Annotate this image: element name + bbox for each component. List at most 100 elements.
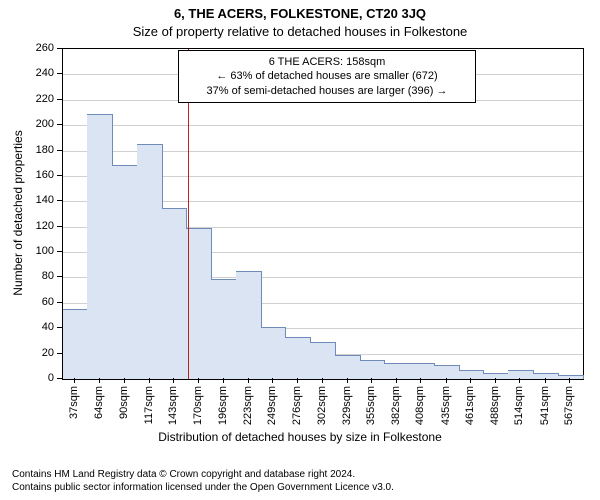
x-tick-mark: [569, 378, 570, 383]
x-tick-mark: [99, 378, 100, 383]
x-tick-label: 64sqm: [93, 386, 105, 426]
histogram-bar: [533, 373, 559, 379]
x-tick-mark: [322, 378, 323, 383]
x-tick-mark: [248, 378, 249, 383]
histogram-bar: [409, 363, 434, 379]
x-tick-mark: [371, 378, 372, 383]
y-tick-mark: [57, 99, 62, 100]
x-tick-label: 541sqm: [539, 386, 551, 426]
x-tick-mark: [74, 378, 75, 383]
x-tick-label: 117sqm: [143, 386, 155, 426]
y-axis-label: Number of detached properties: [11, 130, 25, 295]
y-tick-label: 120: [36, 220, 54, 232]
x-tick-label: 302sqm: [316, 386, 328, 426]
y-tick-label: 160: [36, 169, 54, 181]
x-tick-mark: [297, 378, 298, 383]
y-tick-label: 140: [36, 194, 54, 206]
x-tick-mark: [420, 378, 421, 383]
y-tick-label: 40: [42, 321, 54, 333]
histogram-bar: [310, 342, 335, 379]
x-tick-label: 567sqm: [563, 386, 575, 426]
x-tick-label: 170sqm: [192, 386, 204, 426]
y-tick-mark: [57, 48, 62, 49]
gridline: [63, 125, 583, 126]
x-tick-label: 355sqm: [365, 386, 377, 426]
footer-line-1: Contains HM Land Registry data © Crown c…: [12, 469, 588, 482]
x-tick-label: 329sqm: [341, 386, 353, 426]
property-callout: 6 THE ACERS: 158sqm ← 63% of detached ho…: [178, 50, 476, 103]
x-axis-label: Distribution of detached houses by size …: [0, 430, 600, 444]
histogram-bar: [87, 114, 113, 379]
y-tick-label: 20: [42, 347, 54, 359]
y-tick-mark: [57, 251, 62, 252]
y-tick-label: 260: [36, 42, 54, 54]
y-tick-label: 0: [48, 372, 54, 384]
histogram-bar: [558, 375, 584, 379]
footer-attribution: Contains HM Land Registry data © Crown c…: [12, 469, 588, 494]
x-tick-mark: [519, 378, 520, 383]
x-tick-mark: [347, 378, 348, 383]
x-tick-mark: [272, 378, 273, 383]
x-tick-mark: [149, 378, 150, 383]
y-tick-mark: [57, 327, 62, 328]
x-tick-mark: [198, 378, 199, 383]
y-tick-mark: [57, 378, 62, 379]
histogram-bar: [508, 370, 533, 379]
y-tick-mark: [57, 73, 62, 74]
x-tick-label: 249sqm: [266, 386, 278, 426]
chart-subtitle: Size of property relative to detached ho…: [0, 24, 600, 39]
histogram-bar: [434, 365, 460, 379]
callout-line-2: ← 63% of detached houses are smaller (67…: [187, 69, 467, 83]
x-tick-label: 488sqm: [489, 386, 501, 426]
histogram-bar: [236, 271, 262, 379]
x-tick-label: 514sqm: [513, 386, 525, 426]
x-tick-label: 223sqm: [242, 386, 254, 426]
x-tick-mark: [545, 378, 546, 383]
x-tick-label: 37sqm: [68, 386, 80, 426]
x-tick-mark: [446, 378, 447, 383]
x-tick-label: 143sqm: [167, 386, 179, 426]
y-tick-mark: [57, 226, 62, 227]
y-tick-label: 60: [42, 296, 54, 308]
y-tick-mark: [57, 276, 62, 277]
histogram-bar: [261, 327, 286, 379]
callout-line-3: 37% of semi-detached houses are larger (…: [187, 84, 467, 98]
x-tick-label: 90sqm: [118, 386, 130, 426]
histogram-bar: [63, 309, 88, 379]
x-tick-mark: [173, 378, 174, 383]
y-tick-label: 220: [36, 93, 54, 105]
histogram-bar: [483, 373, 509, 379]
y-tick-mark: [57, 175, 62, 176]
histogram-bar: [137, 144, 163, 379]
x-tick-mark: [495, 378, 496, 383]
y-tick-label: 180: [36, 144, 54, 156]
x-tick-label: 196sqm: [217, 386, 229, 426]
x-tick-label: 435sqm: [440, 386, 452, 426]
histogram-bar: [360, 360, 385, 379]
x-tick-mark: [223, 378, 224, 383]
histogram-bar: [335, 355, 361, 379]
histogram-bar: [211, 279, 236, 379]
x-tick-mark: [396, 378, 397, 383]
y-tick-label: 80: [42, 270, 54, 282]
histogram-bar: [459, 370, 484, 379]
callout-line-1: 6 THE ACERS: 158sqm: [187, 55, 467, 69]
x-tick-label: 382sqm: [390, 386, 402, 426]
x-tick-mark: [470, 378, 471, 383]
histogram-bar: [285, 337, 311, 379]
y-tick-mark: [57, 302, 62, 303]
y-tick-mark: [57, 353, 62, 354]
y-tick-mark: [57, 124, 62, 125]
histogram-bar: [112, 165, 137, 379]
y-tick-label: 240: [36, 67, 54, 79]
x-tick-label: 461sqm: [464, 386, 476, 426]
x-tick-label: 408sqm: [414, 386, 426, 426]
histogram-bar: [384, 363, 410, 379]
y-tick-mark: [57, 150, 62, 151]
histogram-bar: [162, 208, 187, 379]
y-tick-mark: [57, 200, 62, 201]
y-tick-label: 200: [36, 118, 54, 130]
y-tick-label: 100: [36, 245, 54, 257]
histogram-bar: [186, 228, 212, 379]
x-tick-label: 276sqm: [291, 386, 303, 426]
